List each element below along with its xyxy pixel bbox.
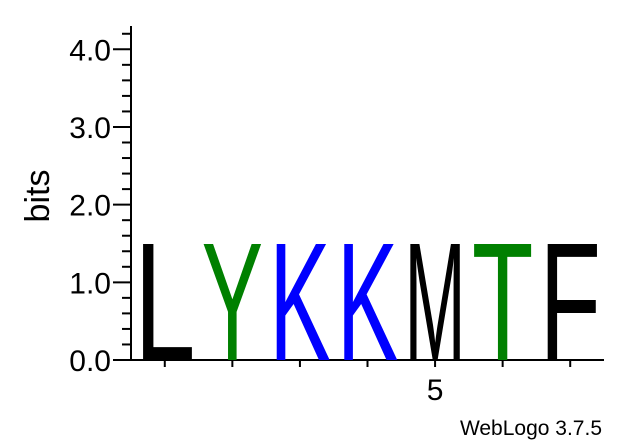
logo-letter-f-pos7: F xyxy=(539,208,601,396)
weblogo-footer: WebLogo 3.7.5 xyxy=(460,417,602,440)
x-axis: 5 xyxy=(131,359,604,407)
y-tick-label: 0.0 xyxy=(69,345,111,378)
logo-letter-k-pos3: K xyxy=(269,207,331,396)
logo-letter-l-pos1: L xyxy=(134,209,196,397)
x-tick-label: 5 xyxy=(427,374,444,407)
y-tick-label: 3.0 xyxy=(69,112,111,145)
y-tick-label: 1.0 xyxy=(69,267,111,300)
y-axis: 0.0 1.0 2.0 3.0 4.0 xyxy=(69,26,132,378)
y-axis-label: bits xyxy=(19,170,57,223)
y-tick-label: 4.0 xyxy=(69,34,111,67)
logo-letter-k-pos4: K xyxy=(337,207,399,396)
logo-letter-m-pos5: M xyxy=(404,207,466,396)
logo-letter-y-pos2: Y xyxy=(202,207,264,396)
logo-letter-t-pos6: T xyxy=(472,208,534,396)
y-tick-label: 2.0 xyxy=(69,190,111,223)
